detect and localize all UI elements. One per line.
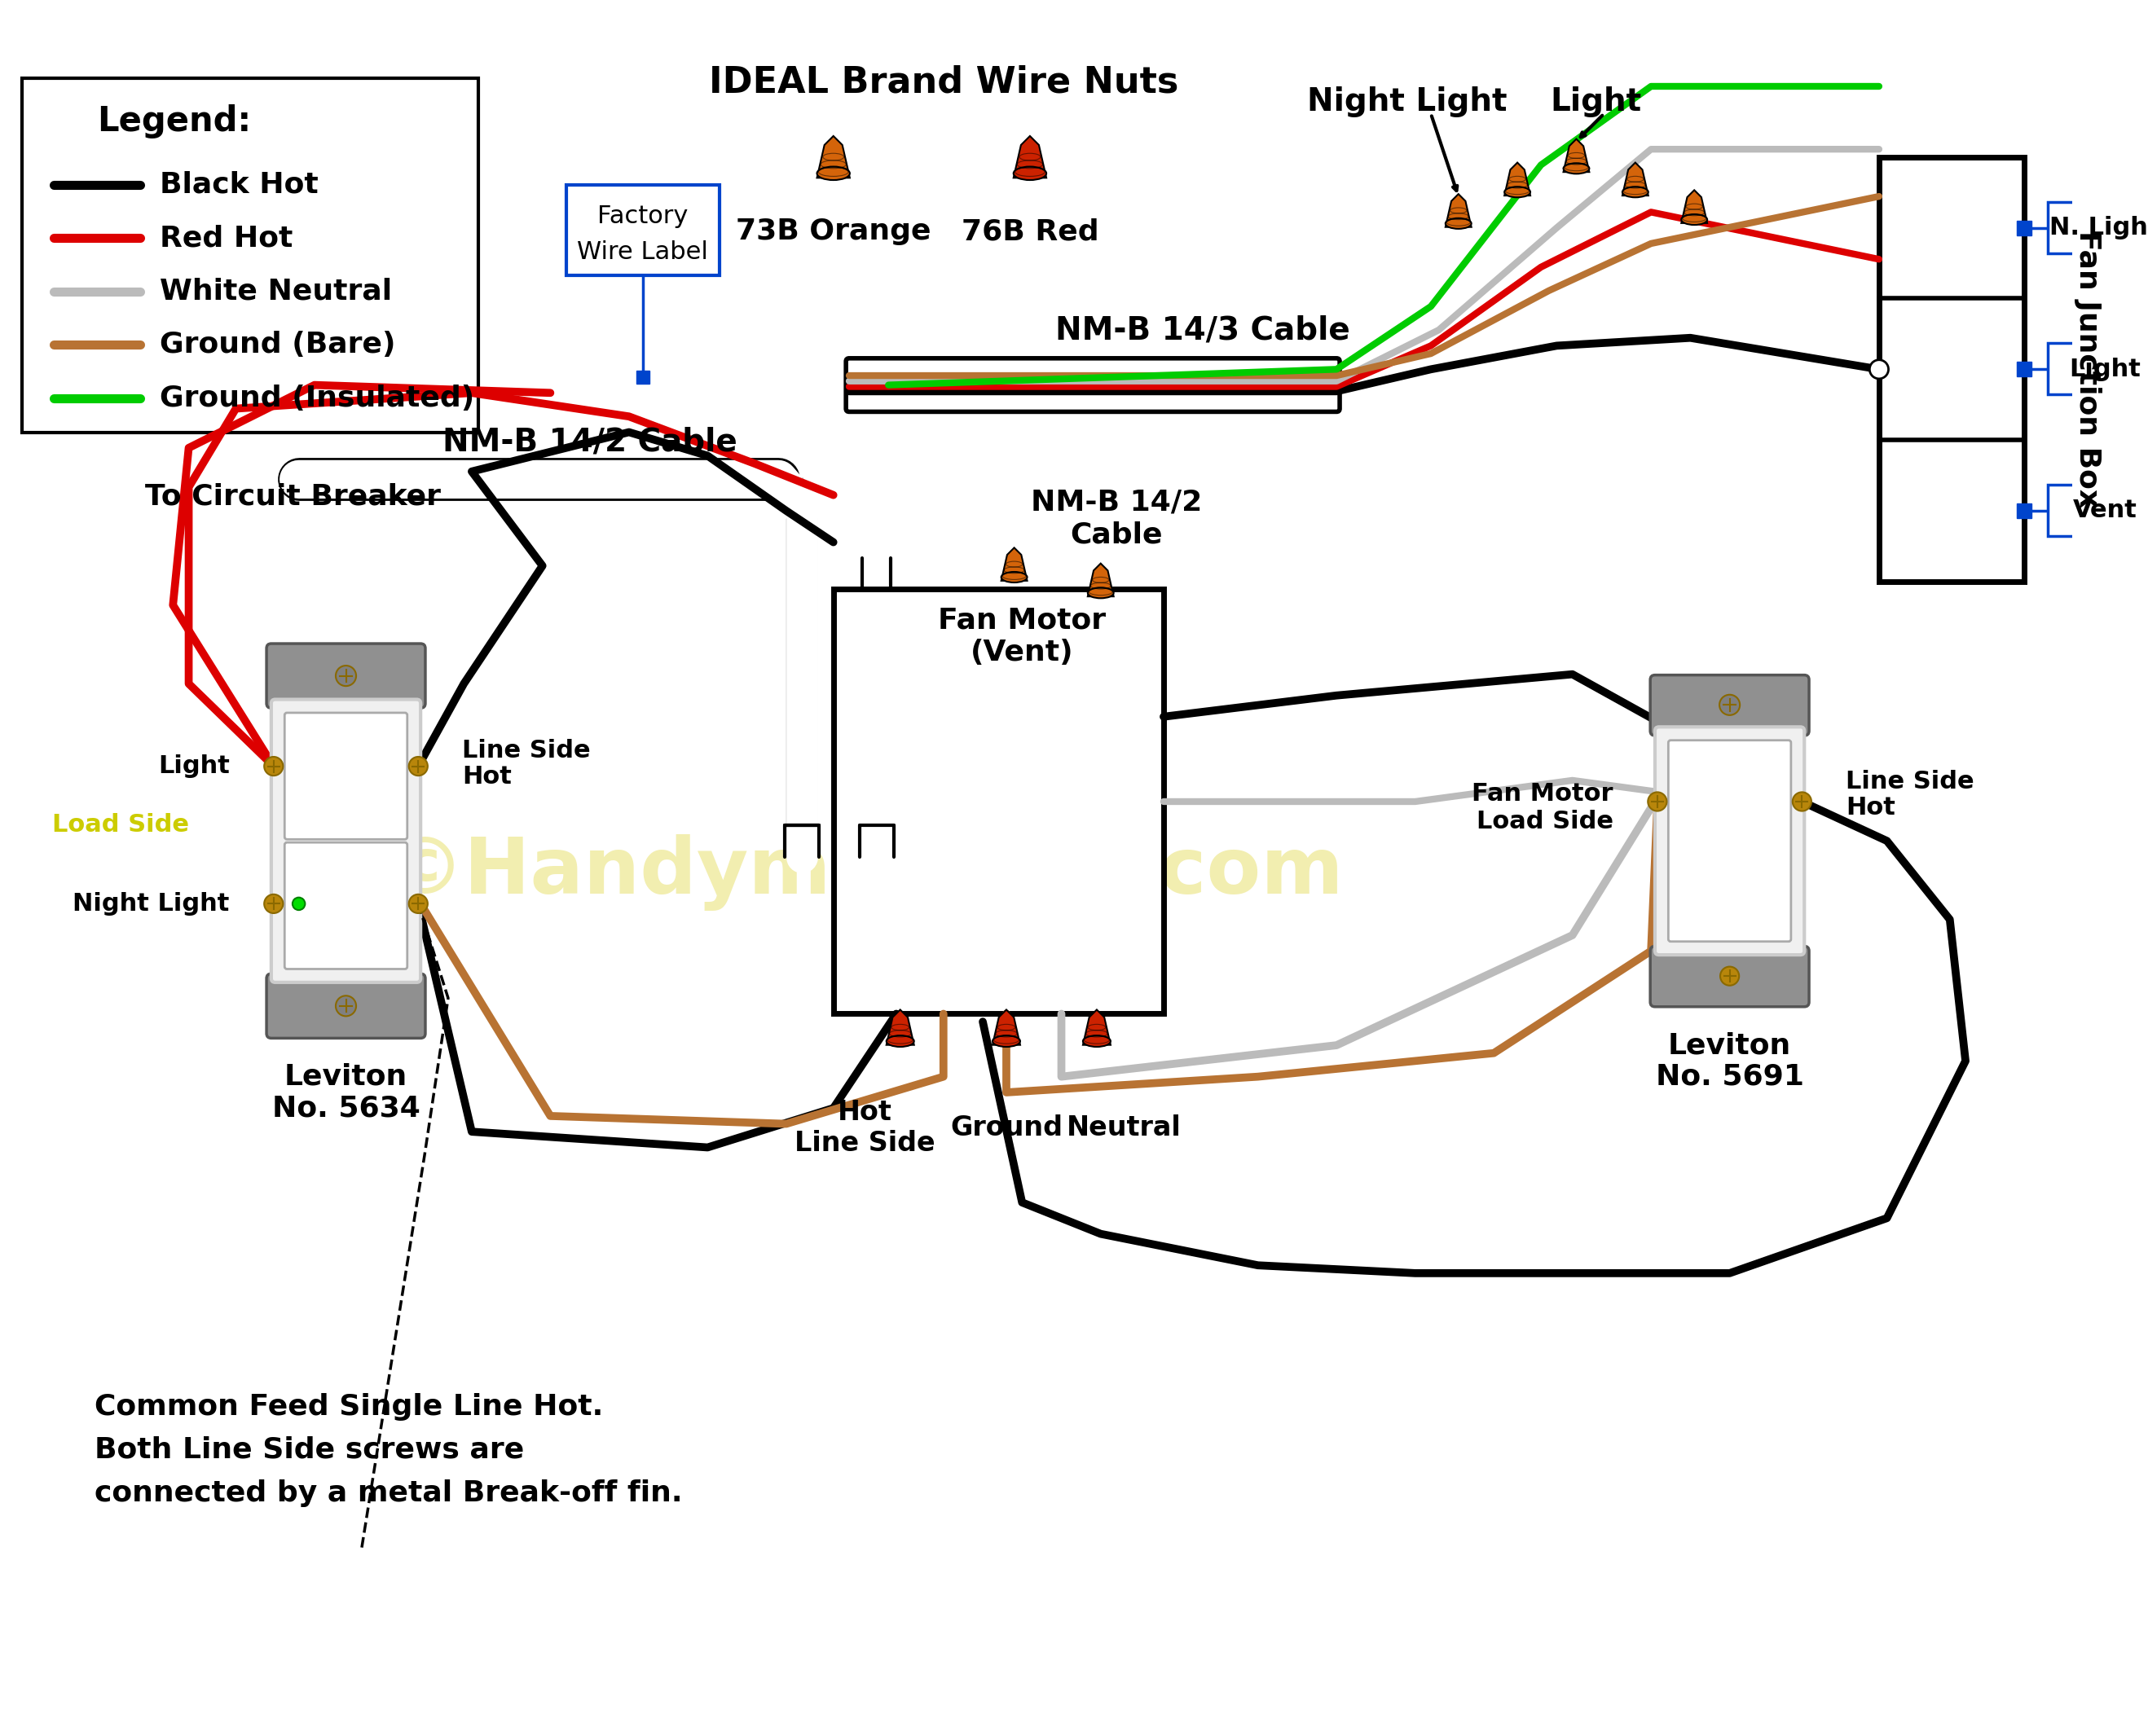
- Text: Fan Junction Box: Fan Junction Box: [2073, 231, 2101, 509]
- Ellipse shape: [816, 167, 851, 181]
- Ellipse shape: [1504, 187, 1529, 198]
- Polygon shape: [1001, 549, 1027, 582]
- Text: NM-B 14/2 Cable: NM-B 14/2 Cable: [442, 425, 737, 457]
- Circle shape: [1718, 694, 1740, 715]
- Text: Light: Light: [2069, 358, 2139, 382]
- Circle shape: [335, 996, 357, 1016]
- Circle shape: [408, 894, 427, 913]
- Text: Line Side: Line Side: [1845, 771, 1974, 793]
- Text: Light: Light: [1551, 87, 1641, 118]
- Polygon shape: [1622, 163, 1648, 196]
- Ellipse shape: [1622, 187, 1648, 198]
- Text: Neutral: Neutral: [1068, 1115, 1181, 1141]
- Polygon shape: [1564, 139, 1590, 172]
- FancyBboxPatch shape: [2047, 484, 2148, 536]
- Text: N. Light: N. Light: [2049, 215, 2148, 240]
- Text: Leviton: Leviton: [284, 1062, 408, 1090]
- Ellipse shape: [1014, 167, 1046, 181]
- Circle shape: [292, 898, 305, 910]
- Text: Night Light: Night Light: [73, 892, 230, 915]
- Text: Night Light: Night Light: [1308, 87, 1508, 118]
- Text: Factory: Factory: [597, 205, 687, 227]
- FancyBboxPatch shape: [2047, 201, 2148, 253]
- Text: Line Side: Line Side: [462, 740, 591, 762]
- Text: Leviton: Leviton: [1669, 1031, 1791, 1059]
- FancyBboxPatch shape: [833, 589, 1164, 1014]
- Text: No. 5691: No. 5691: [1656, 1062, 1804, 1090]
- Text: To Circuit Breaker: To Circuit Breaker: [146, 483, 440, 510]
- Ellipse shape: [1682, 214, 1708, 226]
- Text: 73B Orange: 73B Orange: [737, 219, 930, 245]
- FancyBboxPatch shape: [284, 842, 408, 969]
- Text: Fan Motor: Fan Motor: [1471, 781, 1613, 806]
- Text: Load Side: Load Side: [1476, 809, 1613, 833]
- Text: Legend:: Legend:: [97, 104, 251, 139]
- Ellipse shape: [1564, 163, 1590, 174]
- Text: Common Feed Single Line Hot.: Common Feed Single Line Hot.: [95, 1392, 604, 1420]
- FancyBboxPatch shape: [846, 358, 1340, 411]
- Circle shape: [335, 665, 357, 686]
- Circle shape: [264, 757, 284, 776]
- Text: Load Side: Load Side: [52, 814, 189, 837]
- Circle shape: [1869, 359, 1888, 378]
- FancyBboxPatch shape: [266, 974, 425, 1038]
- FancyBboxPatch shape: [1654, 727, 1804, 955]
- Text: Hot: Hot: [462, 764, 511, 788]
- FancyBboxPatch shape: [2047, 344, 2148, 394]
- Text: Wire Label: Wire Label: [578, 241, 709, 264]
- Text: Ground (Insulated): Ground (Insulated): [159, 385, 475, 411]
- Text: Hot
Line Side: Hot Line Side: [795, 1099, 934, 1156]
- Text: White Neutral: White Neutral: [159, 278, 391, 306]
- Text: Vent: Vent: [2073, 498, 2137, 523]
- Text: 76B Red: 76B Red: [960, 219, 1098, 245]
- Ellipse shape: [1001, 571, 1027, 583]
- Text: Ground: Ground: [949, 1115, 1063, 1141]
- Polygon shape: [1083, 1010, 1111, 1045]
- Text: ©HandymanHow.com: ©HandymanHow.com: [384, 833, 1345, 911]
- Text: Fan Motor
(Vent): Fan Motor (Vent): [939, 606, 1106, 667]
- FancyBboxPatch shape: [1880, 156, 2023, 582]
- Text: connected by a metal Break-off fin.: connected by a metal Break-off fin.: [95, 1479, 683, 1507]
- FancyBboxPatch shape: [1669, 740, 1791, 941]
- Ellipse shape: [992, 1035, 1020, 1047]
- Text: IDEAL Brand Wire Nuts: IDEAL Brand Wire Nuts: [709, 64, 1179, 101]
- Ellipse shape: [1083, 1035, 1111, 1047]
- Text: NM-B 14/3 Cable: NM-B 14/3 Cable: [1055, 314, 1351, 345]
- Polygon shape: [1504, 163, 1529, 196]
- Text: Ground (Bare): Ground (Bare): [159, 332, 395, 359]
- Circle shape: [408, 757, 427, 776]
- Ellipse shape: [1446, 219, 1471, 229]
- Circle shape: [1794, 792, 1811, 811]
- FancyBboxPatch shape: [21, 78, 479, 432]
- FancyBboxPatch shape: [284, 713, 408, 838]
- Ellipse shape: [1087, 587, 1113, 599]
- Text: No. 5634: No. 5634: [273, 1094, 421, 1121]
- Polygon shape: [887, 1010, 915, 1045]
- Text: Hot: Hot: [1845, 797, 1897, 819]
- Polygon shape: [1014, 135, 1046, 177]
- FancyBboxPatch shape: [271, 700, 421, 983]
- Polygon shape: [1446, 194, 1471, 227]
- FancyBboxPatch shape: [1650, 946, 1809, 1007]
- Circle shape: [264, 894, 284, 913]
- Circle shape: [1721, 967, 1740, 986]
- Polygon shape: [816, 135, 851, 177]
- Text: Red Hot: Red Hot: [159, 224, 292, 252]
- Text: Both Line Side screws are: Both Line Side screws are: [95, 1436, 524, 1463]
- Text: Light: Light: [159, 755, 230, 778]
- Text: Black Hot: Black Hot: [159, 170, 318, 198]
- Ellipse shape: [887, 1035, 915, 1047]
- FancyBboxPatch shape: [266, 644, 425, 708]
- Text: NM-B 14/2
Cable: NM-B 14/2 Cable: [1031, 490, 1203, 549]
- Circle shape: [1648, 792, 1667, 811]
- Polygon shape: [1087, 564, 1113, 597]
- FancyBboxPatch shape: [1650, 675, 1809, 736]
- FancyBboxPatch shape: [567, 184, 720, 274]
- Polygon shape: [1682, 189, 1708, 224]
- Polygon shape: [992, 1010, 1020, 1045]
